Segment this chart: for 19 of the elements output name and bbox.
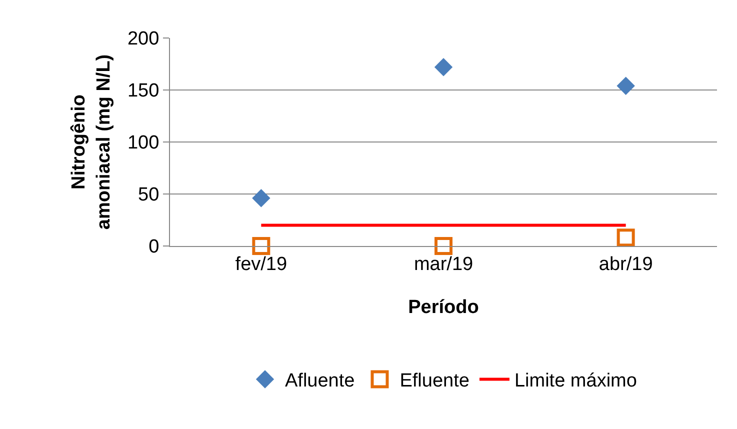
point	[434, 237, 452, 255]
x-tick-label: abr/19	[598, 254, 653, 275]
y-tick-label: 50	[138, 184, 160, 206]
legend-label: Efluente	[400, 370, 470, 392]
legend-label: Afluente	[285, 370, 355, 392]
y-tick-label: 0	[148, 236, 160, 258]
y-axis-title: Nitrogênio amoniacal (mg N/L)	[68, 54, 114, 230]
y-tick-label: 100	[127, 132, 160, 154]
point	[434, 58, 453, 76]
x-tick-label: mar/19	[414, 254, 474, 275]
x-axis-title: Período	[408, 297, 479, 318]
point	[252, 189, 270, 208]
y-tick-label: 150	[127, 80, 160, 102]
point	[616, 76, 635, 95]
point	[252, 237, 270, 255]
legend-label: Limite máximo	[514, 370, 637, 392]
x-tick-label: fev/19	[235, 254, 288, 275]
point	[616, 228, 635, 247]
y-tick-label: 200	[127, 28, 160, 50]
